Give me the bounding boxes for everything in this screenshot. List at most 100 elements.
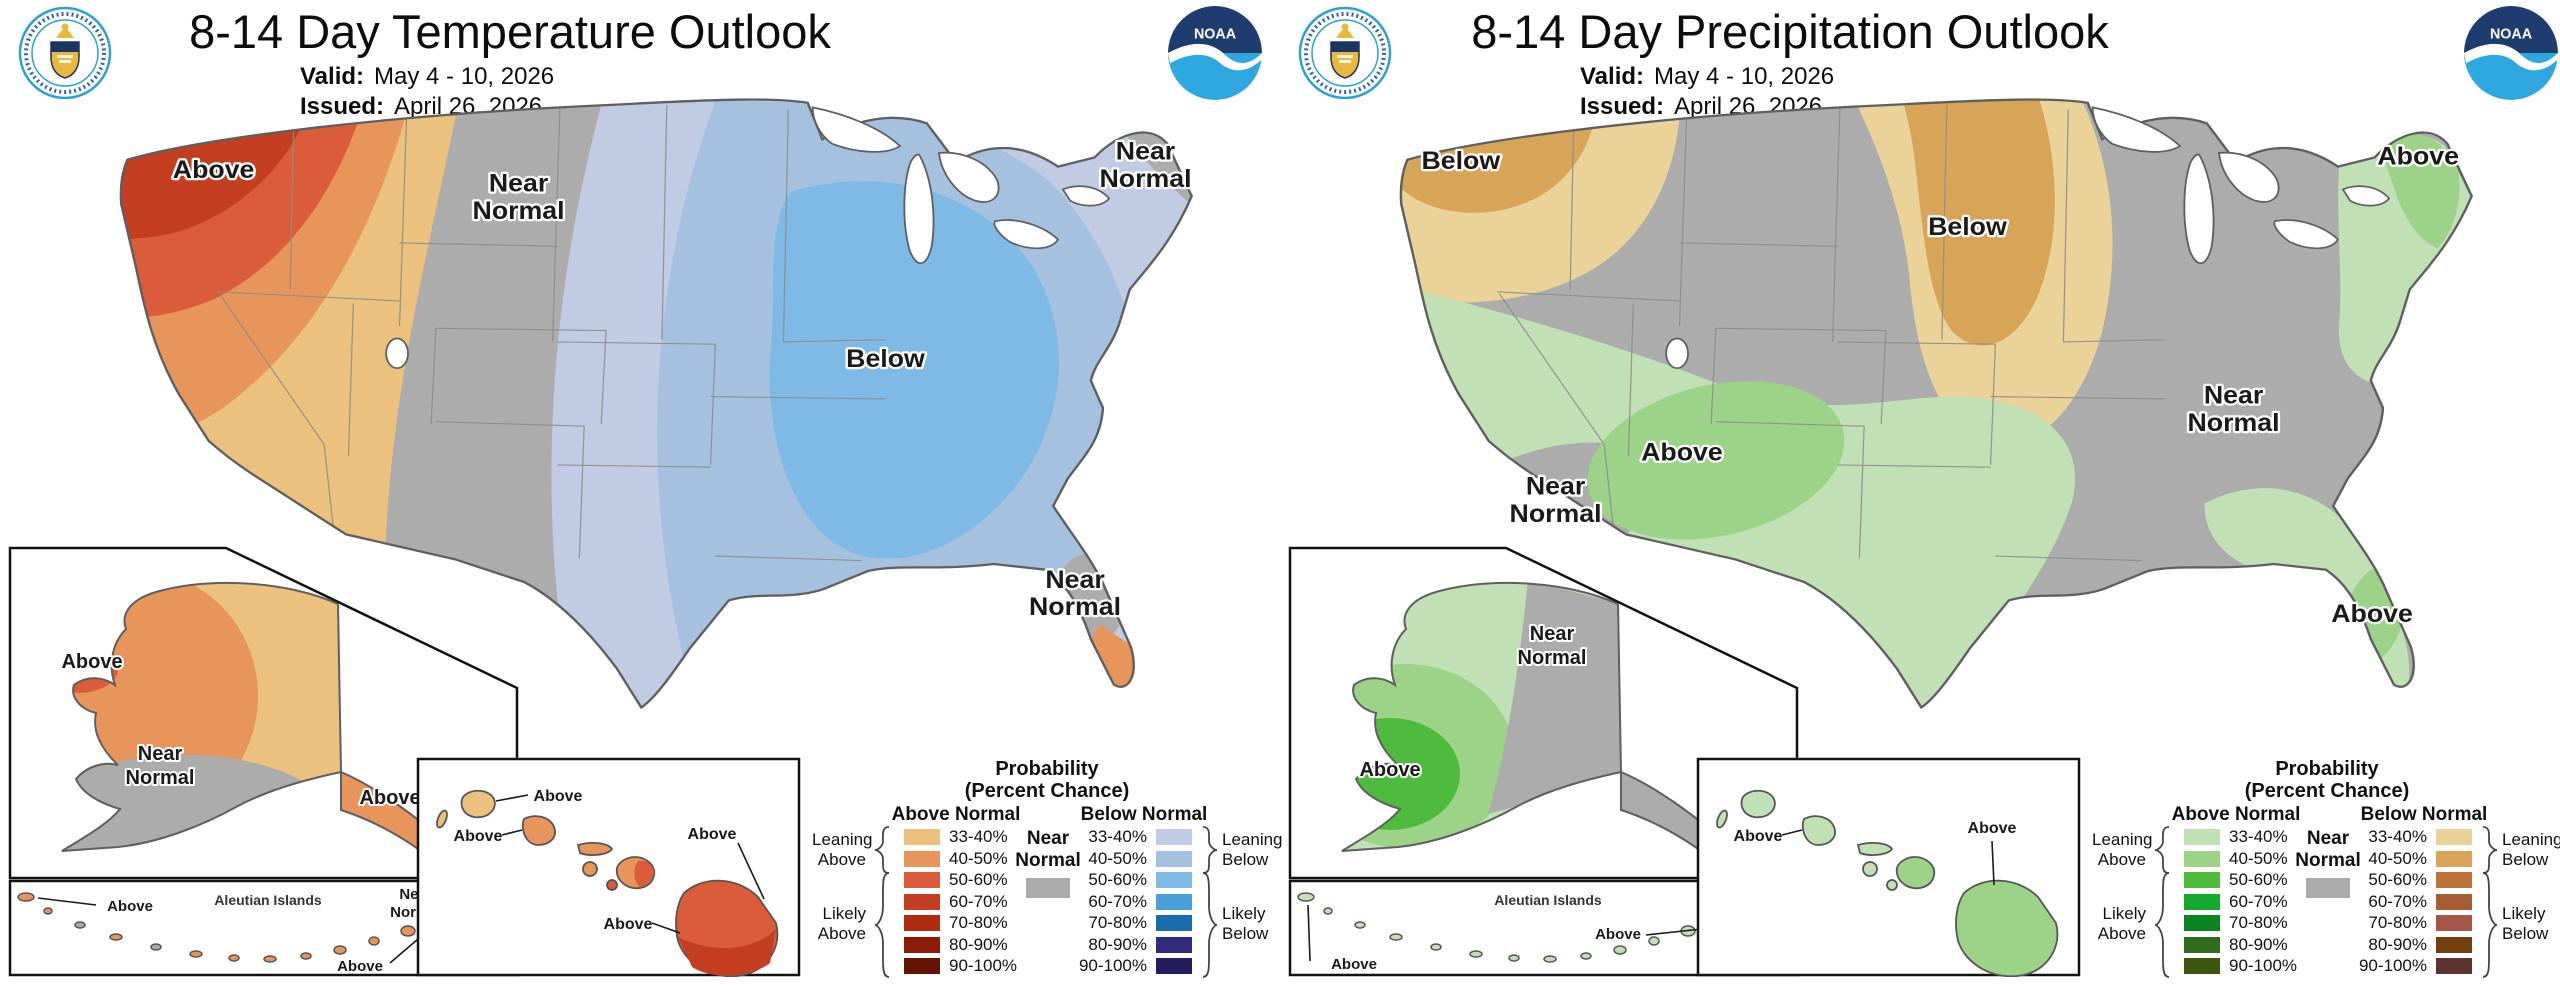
label-maine-normal: Normal <box>1099 166 1191 193</box>
legend-range: 50-60% <box>2368 869 2427 889</box>
legend-swatch-below <box>2436 850 2472 867</box>
legend-swatch-below <box>1156 914 1192 931</box>
valid-label: Valid: <box>300 63 365 90</box>
pointer-line <box>1645 928 1703 936</box>
noaa-logo-text: NOAA <box>2490 27 2532 43</box>
pointer-line <box>37 897 97 906</box>
valid-value: May 4 - 10, 2026 <box>1654 63 1835 90</box>
legend-swatch-below <box>1156 893 1192 910</box>
label-pnw-above: Above <box>173 157 255 184</box>
legend-range: 60-70% <box>949 891 1008 911</box>
aleutian-islands-title: Aleutian Islands <box>214 892 322 908</box>
label-ak-east-near: Near <box>1530 623 1575 645</box>
brace-likely-above <box>874 872 890 978</box>
temperature-outlook-panel: 8-14 Day Temperature Outlook Valid: May 4… <box>8 4 1283 978</box>
brace-likely-above <box>2154 872 2170 978</box>
legend-range: 50-60% <box>1088 869 1147 889</box>
legend-swatch-near-normal <box>1026 878 1070 898</box>
legend-swatch-below <box>2436 914 2472 931</box>
department-of-commerce-seal-icon <box>1298 6 1392 100</box>
hawaii-inset-temperature: Above Above Above Above <box>416 757 801 977</box>
legend-range: 90-100% <box>2358 955 2427 975</box>
pointer-line <box>1307 904 1311 962</box>
label-plains-normal: Normal <box>473 198 565 225</box>
legend-subtitle: (Percent Chance) <box>964 780 1130 802</box>
legend-swatch-below <box>1156 871 1192 888</box>
issued-label: Issued: <box>300 93 385 120</box>
label-ak-south-near: Near <box>138 743 183 765</box>
page-title: 8-14 Day Temperature Outlook <box>189 5 831 58</box>
pointer-line <box>501 829 523 836</box>
noaa-logo-icon: NOAA <box>1166 4 1264 102</box>
legend-title: Probability <box>995 758 1099 780</box>
conus-region-labels: Below Below Near Normal Above Near Norma… <box>1419 141 2461 631</box>
pointer-line <box>1781 829 1803 836</box>
conus-region-labels: Above Near Normal Below Near Normal Near… <box>170 136 1193 623</box>
legend-range: 90-100% <box>1078 955 1147 975</box>
legend-range: 70-80% <box>2368 912 2427 932</box>
brace-likely-below <box>2482 872 2498 978</box>
legend-range: 40-50% <box>2229 848 2288 868</box>
state-borders <box>217 105 886 562</box>
near-label: Near <box>1026 828 1070 849</box>
label-ak-east-normal: Normal <box>1518 647 1587 669</box>
state-borders <box>1497 105 2166 562</box>
hawaii-islands-shapes <box>436 789 779 977</box>
normal-label: Normal <box>2295 850 2361 871</box>
legend-near-normal: Near Normal <box>998 828 1098 872</box>
legend-swatch-above <box>904 957 940 974</box>
hawaii-inset-precipitation: Above Above <box>1696 757 2081 977</box>
issued-label: Issued: <box>1580 93 1665 120</box>
label-florida-near: Near <box>1045 567 1104 594</box>
label-ak-panhandle-above: Above <box>359 787 420 809</box>
legend-range: 40-50% <box>1088 848 1147 868</box>
conus-outline <box>119 98 1193 710</box>
probability-legend: Probability (Percent Chance) Above Norma… <box>2092 758 2560 984</box>
label-east-near: Near <box>2204 382 2263 409</box>
page-title: 8-14 Day Precipitation Outlook <box>1471 5 2109 58</box>
legend-swatch-above <box>2184 871 2220 888</box>
legend-range: 33-40% <box>2368 826 2427 846</box>
likely-above-label: Likely Above <box>817 904 866 943</box>
legend-range: 50-60% <box>949 869 1008 889</box>
label-hi-upper-above: Above <box>688 826 737 843</box>
legend-range: 40-50% <box>949 848 1008 868</box>
legend-swatch-above <box>904 914 940 931</box>
band-center-above-40-50 <box>1587 381 1845 540</box>
legend-range: 33-40% <box>2229 826 2288 846</box>
likely-above-label: Likely Above <box>2097 904 2146 943</box>
pointer-line <box>1991 840 1995 886</box>
legend-swatch-above <box>904 850 940 867</box>
legend-title: Probability <box>2275 758 2379 780</box>
legend-range: 33-40% <box>949 826 1008 846</box>
legend-swatch-below <box>2436 936 2472 953</box>
label-aleutian-bottom-above: Above <box>337 958 383 975</box>
legend-swatch-below <box>2436 871 2472 888</box>
legend-swatch-above <box>2184 893 2220 910</box>
legend-swatch-below <box>1156 936 1192 953</box>
legend-range: 80-90% <box>2368 934 2427 954</box>
leaning-below-label: Leaning Below <box>2502 830 2560 869</box>
great-lakes <box>385 106 1111 369</box>
legend-swatch-below <box>1156 957 1192 974</box>
legend-range: 40-50% <box>2368 848 2427 868</box>
label-plains-near: Near <box>489 170 548 197</box>
legend-swatch-above <box>904 828 940 845</box>
legend-swatch-below <box>2436 957 2472 974</box>
legend-swatch-above <box>904 893 940 910</box>
label-east-normal: Normal <box>2188 409 2280 436</box>
legend-swatch-above <box>2184 914 2220 931</box>
band-maine-above-40-50 <box>2383 134 2460 249</box>
legend-swatch-below <box>1156 850 1192 867</box>
legend-range: 80-90% <box>949 934 1008 954</box>
legend-swatch-below <box>1156 828 1192 845</box>
label-maine-above: Above <box>2377 143 2459 170</box>
label-sw-normal: Normal <box>1510 501 1602 528</box>
legend-range: 80-90% <box>2229 934 2288 954</box>
legend-range: 70-80% <box>2229 912 2288 932</box>
legend-above-normal-header: Above Normal <box>2171 804 2301 825</box>
label-hi-kauai-above: Above <box>534 788 583 805</box>
label-hi-oahu-above: Above <box>1734 828 1783 845</box>
pointer-line <box>495 794 529 802</box>
